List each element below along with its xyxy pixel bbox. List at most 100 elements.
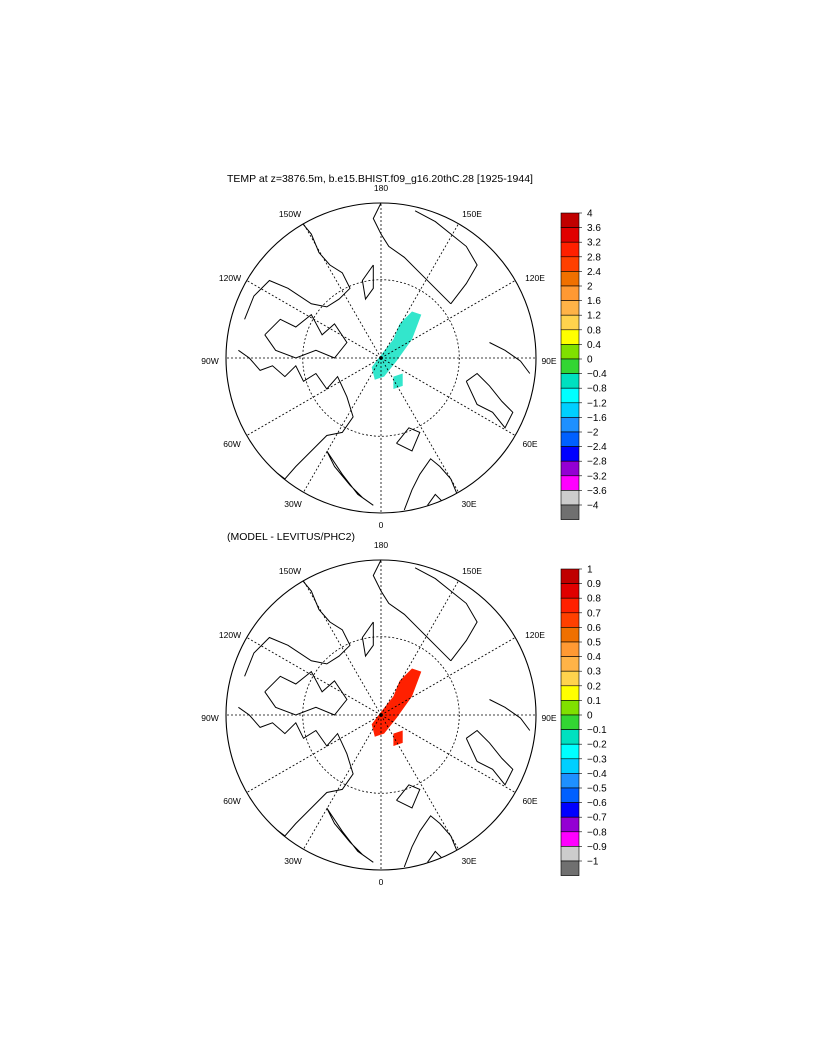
colorbar-label: 2	[587, 282, 593, 293]
longitude-label: 120W	[219, 273, 241, 283]
coastline-3	[326, 450, 374, 506]
meridian-1	[380, 223, 459, 359]
colorbar-label: 0.6	[587, 623, 601, 634]
colorbar-swatch	[560, 670, 580, 687]
colorbar-label: 2.4	[587, 267, 601, 278]
longitude-label: 120E	[525, 630, 545, 640]
colorbar-label: 0	[587, 711, 593, 722]
coastline-5	[396, 427, 421, 452]
colorbar-swatch	[560, 787, 580, 803]
coastline-7	[414, 210, 478, 305]
colorbar-label: −0.4	[587, 769, 607, 780]
colorbar-swatch	[560, 846, 580, 862]
colorbar-label: 0	[587, 355, 593, 366]
colorbar-label: −0.9	[587, 842, 607, 853]
longitude-label: 60W	[223, 796, 240, 806]
latitude-circle	[302, 279, 460, 437]
colorbar-swatch	[560, 271, 580, 287]
longitude-label: 60E	[522, 439, 537, 449]
map-border	[225, 202, 537, 514]
colorbar-swatch	[560, 329, 580, 345]
colorbar-swatch	[560, 431, 580, 447]
coastline-6	[465, 372, 514, 429]
colorbar-swatch	[560, 460, 580, 477]
meridian-10	[246, 280, 382, 359]
difference-title: (MODEL - LEVITUS/PHC2)	[227, 531, 355, 543]
map-border	[225, 559, 537, 871]
coastline-9	[361, 621, 374, 658]
colorbar-label: 3.6	[587, 223, 601, 234]
colorbar-label: −1.6	[587, 413, 607, 424]
latitude-circle	[302, 636, 460, 794]
colorbar-label: 0.2	[587, 681, 601, 692]
anomaly-region-0	[371, 311, 422, 380]
colorbar-swatch	[560, 802, 580, 818]
coastline-2	[264, 313, 348, 359]
longitude-label: 90E	[541, 356, 556, 366]
coastline-1	[238, 349, 354, 480]
meridian-10	[246, 637, 382, 716]
colorbar-label: −0.4	[587, 369, 607, 380]
colorbar-label: −0.8	[587, 384, 607, 395]
meridian-5	[380, 714, 459, 850]
meridian-7	[303, 357, 382, 493]
colorbar-swatch	[560, 627, 580, 643]
colorbar-swatch	[560, 344, 580, 360]
colorbar-label: 0.4	[587, 340, 601, 351]
longitude-label: 180	[374, 540, 388, 550]
colorbar-label: −2.8	[587, 457, 607, 468]
longitude-label: 150E	[462, 209, 482, 219]
colorbar-swatch	[560, 285, 580, 301]
colorbar-swatch	[560, 387, 580, 404]
anomaly-region-1	[393, 373, 403, 389]
colorbar-label: −0.1	[587, 725, 607, 736]
colorbar-swatch	[560, 831, 580, 847]
colorbar-swatch	[560, 568, 580, 584]
coastline-4	[403, 815, 460, 868]
colorbar-label: −3.6	[587, 486, 607, 497]
longitude-label: 30E	[461, 856, 476, 866]
colorbar-swatch	[560, 729, 580, 745]
coastline-5	[396, 784, 421, 809]
colorbar-label: −1.2	[587, 398, 607, 409]
colorbar-label: −0.3	[587, 754, 607, 765]
meridian-5	[380, 357, 459, 493]
colorbar-label: 0.1	[587, 696, 601, 707]
colorbar-label: 1	[587, 565, 593, 576]
colorbar-swatch	[560, 583, 580, 599]
colorbar-label: 1.6	[587, 296, 601, 307]
coastline-7	[414, 567, 478, 662]
colorbar-top: 4 3.6 3.2 2.8 2.4 2 1.6 1.2 0.8 0.4 0 −0.4 −0.8 −1.2 −…	[560, 209, 607, 520]
longitude-label: 150W	[279, 566, 301, 576]
colorbar-swatch	[560, 417, 580, 433]
colorbar-swatch	[560, 773, 580, 789]
longitude-label: 30E	[461, 499, 476, 509]
colorbar-label: −0.7	[587, 813, 607, 824]
colorbar-label: −2.4	[587, 442, 607, 453]
colorbar-swatch	[560, 475, 580, 491]
longitude-label: 90W	[201, 356, 218, 366]
colorbar-label: −0.2	[587, 740, 607, 751]
colorbar-label: 0.9	[587, 579, 601, 590]
colorbar-label: −0.6	[587, 798, 607, 809]
colorbar-swatch	[560, 402, 580, 418]
plot-title: TEMP at z=3876.5m, b.e15.BHIST.f09_g16.2…	[227, 173, 533, 185]
colorbar-swatch	[560, 256, 580, 272]
meridian-2	[380, 637, 516, 716]
meridian-2	[380, 280, 516, 359]
longitude-label: 150W	[279, 209, 301, 219]
colorbar-swatch	[560, 641, 580, 657]
colorbar-label: 3.2	[587, 238, 601, 249]
anomaly-region-1	[393, 730, 403, 746]
colorbar-swatch	[560, 241, 580, 258]
meridian-4	[380, 357, 516, 436]
meridian-1	[380, 580, 459, 716]
colorbar-label: 0.3	[587, 667, 601, 678]
anomaly-region-0	[371, 668, 422, 737]
coastline-8	[372, 203, 452, 305]
longitude-label: 90E	[541, 713, 556, 723]
longitude-label: 30W	[284, 856, 301, 866]
colorbar-swatch	[560, 212, 580, 228]
colorbar-label: −2	[587, 428, 599, 439]
